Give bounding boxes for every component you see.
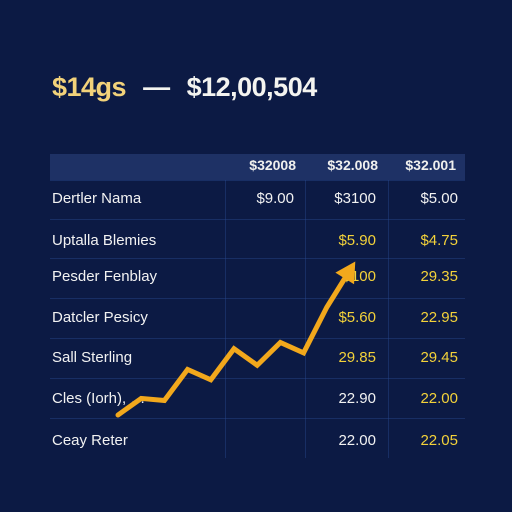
cell-value: 29.45 — [420, 349, 458, 366]
table-header — [50, 154, 465, 180]
cell-value: $3100 — [334, 190, 376, 207]
cell-value: $5.60 — [338, 309, 376, 326]
row-label: Sall Sterling — [52, 349, 133, 366]
cell-value: $5.90 — [338, 232, 376, 249]
row-label: Datcler Pesicy — [52, 309, 148, 326]
row-label: Ceay Reter — [52, 432, 128, 449]
cell-value: $4.75 — [420, 232, 458, 249]
headline-left-value: $14gs — [52, 72, 127, 102]
column-header: $32008 — [249, 157, 296, 173]
grid-line — [50, 338, 465, 339]
grid-line — [50, 180, 465, 181]
cell-value: $9.00 — [256, 190, 294, 207]
headline: $14gs — $12,00,504 — [52, 72, 472, 112]
row-label: Pesder Fenblay — [52, 268, 158, 285]
cell-value: 22.00 — [420, 390, 458, 407]
row-label: Dertler Nama — [52, 190, 142, 207]
grid-line — [50, 418, 465, 419]
cell-value: 29.85 — [338, 349, 376, 366]
cell-value: 22.00 — [338, 432, 376, 449]
grid-line — [50, 298, 465, 299]
cell-value: 29.35 — [420, 268, 458, 285]
cell-value: 22.05 — [420, 432, 458, 449]
cell-value: $5.00 — [420, 190, 458, 207]
headline-dash: — — [143, 72, 170, 102]
column-header: $32.008 — [327, 157, 378, 173]
cell-value: $100 — [342, 268, 376, 285]
cell-value: 22.95 — [420, 309, 458, 326]
grid-line — [388, 154, 389, 458]
row-label: Uptalla Blemies — [52, 232, 157, 249]
row-label: Cles (Iorh), … — [52, 390, 146, 407]
cell-value: 22.90 — [338, 390, 376, 407]
grid-line — [50, 219, 465, 220]
headline-right-value: $12,00,504 — [186, 72, 318, 102]
grid-line — [50, 258, 465, 259]
column-header: $32.001 — [405, 157, 456, 173]
grid-line — [50, 378, 465, 379]
